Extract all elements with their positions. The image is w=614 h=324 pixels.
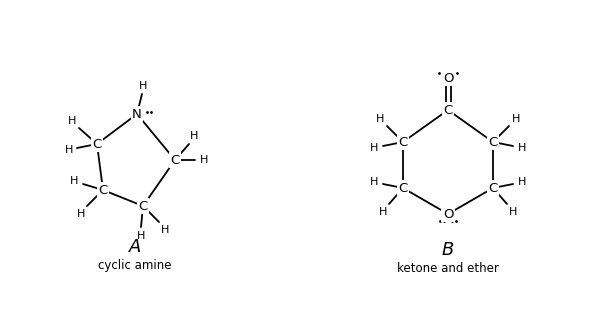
Text: H: H xyxy=(509,207,517,217)
Text: C: C xyxy=(138,200,147,213)
Text: H: H xyxy=(370,143,378,153)
Text: C: C xyxy=(443,103,453,117)
Text: cyclic amine: cyclic amine xyxy=(98,259,172,272)
Text: H: H xyxy=(370,177,378,187)
Text: ketone and ether: ketone and ether xyxy=(397,261,499,274)
Text: O: O xyxy=(443,72,453,85)
Text: C: C xyxy=(488,135,497,148)
Text: N: N xyxy=(132,108,142,121)
Text: H: H xyxy=(139,81,147,91)
Text: H: H xyxy=(512,114,520,124)
Text: C: C xyxy=(398,135,408,148)
Text: A: A xyxy=(129,238,141,256)
Text: C: C xyxy=(170,154,180,167)
Text: C: C xyxy=(92,137,102,151)
Text: C: C xyxy=(98,183,107,196)
Text: H: H xyxy=(161,225,169,235)
Text: H: H xyxy=(190,131,198,141)
Text: H: H xyxy=(70,176,78,186)
Text: C: C xyxy=(398,181,408,194)
Text: H: H xyxy=(376,114,384,124)
Text: H: H xyxy=(379,207,387,217)
Text: H: H xyxy=(518,177,526,187)
Text: H: H xyxy=(518,143,526,153)
Text: H: H xyxy=(200,155,208,165)
Text: O: O xyxy=(443,207,453,221)
Text: C: C xyxy=(488,181,497,194)
Text: H: H xyxy=(68,116,76,126)
Text: H: H xyxy=(137,231,145,241)
Text: H: H xyxy=(77,209,85,219)
Text: H: H xyxy=(65,145,73,155)
Text: B: B xyxy=(442,241,454,259)
